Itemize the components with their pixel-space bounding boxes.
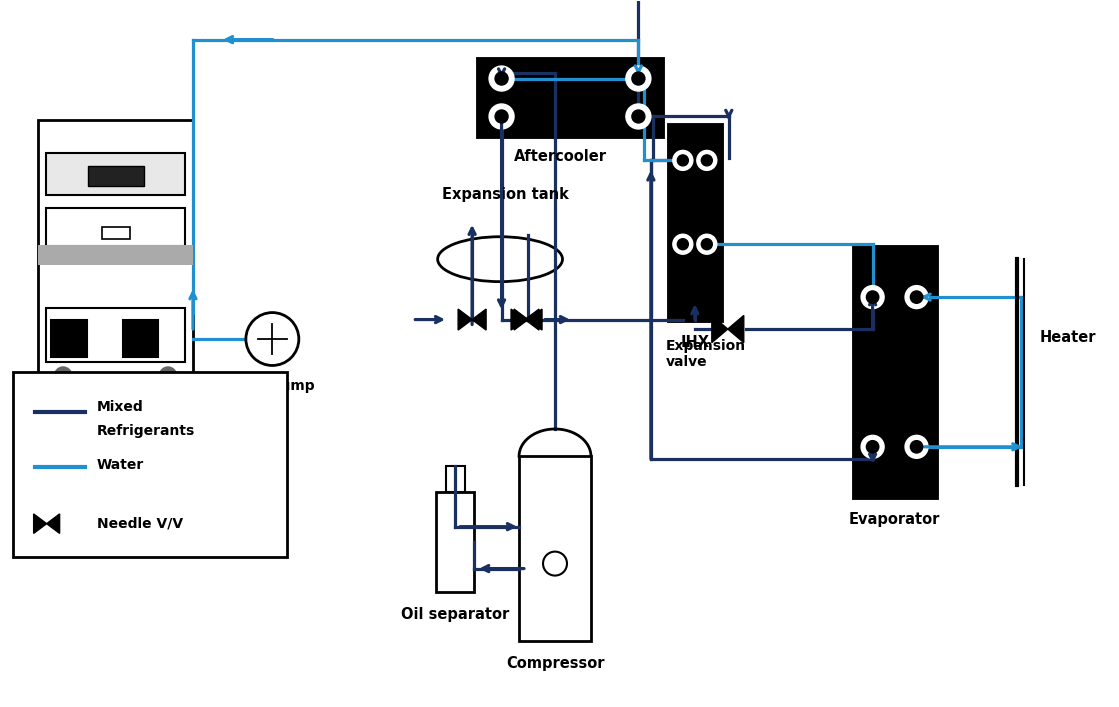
Text: Oil separator: Oil separator	[401, 607, 509, 621]
Circle shape	[697, 151, 717, 170]
Bar	[46, 153, 185, 195]
Bar	[38, 245, 192, 265]
Circle shape	[632, 72, 645, 85]
Circle shape	[160, 367, 177, 384]
Circle shape	[905, 286, 928, 308]
Circle shape	[495, 72, 508, 85]
Circle shape	[862, 436, 884, 458]
Polygon shape	[472, 309, 486, 330]
Circle shape	[677, 155, 688, 166]
Bar	[436, 492, 474, 592]
Circle shape	[543, 551, 567, 575]
Polygon shape	[458, 309, 472, 330]
Circle shape	[905, 436, 928, 458]
Bar	[12, 372, 288, 556]
Text: Compressor: Compressor	[506, 656, 604, 671]
Text: PCW pump: PCW pump	[231, 380, 314, 394]
Polygon shape	[525, 309, 539, 330]
Circle shape	[677, 239, 688, 250]
Circle shape	[911, 440, 923, 453]
Bar	[854, 247, 935, 497]
Text: Expansion tank: Expansion tank	[442, 187, 568, 201]
Polygon shape	[511, 309, 525, 330]
Bar	[519, 456, 591, 641]
Bar	[38, 120, 192, 385]
Text: Needle V/V: Needle V/V	[96, 517, 182, 531]
Polygon shape	[727, 315, 744, 343]
Bar	[445, 466, 464, 492]
Ellipse shape	[438, 237, 563, 281]
Bar	[87, 166, 143, 187]
Bar	[102, 227, 130, 239]
Circle shape	[632, 110, 645, 123]
Circle shape	[246, 312, 299, 366]
Circle shape	[626, 104, 651, 129]
Circle shape	[697, 234, 717, 255]
Polygon shape	[47, 514, 59, 533]
Bar	[669, 125, 721, 320]
Text: Expansion
valve: Expansion valve	[666, 339, 746, 369]
Circle shape	[862, 286, 884, 308]
Polygon shape	[34, 514, 47, 533]
Circle shape	[489, 66, 514, 91]
Bar	[123, 320, 159, 358]
Bar	[51, 320, 87, 358]
Polygon shape	[514, 309, 528, 330]
Bar	[46, 308, 185, 363]
Circle shape	[673, 151, 693, 170]
Circle shape	[911, 291, 923, 303]
Text: Water: Water	[96, 457, 144, 472]
Circle shape	[489, 104, 514, 129]
Polygon shape	[528, 309, 542, 330]
Text: Evaporator: Evaporator	[849, 512, 940, 527]
Bar	[46, 209, 185, 246]
Text: Aftercooler: Aftercooler	[514, 149, 606, 165]
Circle shape	[866, 440, 878, 453]
Circle shape	[55, 367, 72, 384]
Circle shape	[866, 291, 878, 303]
Text: Heater: Heater	[1040, 329, 1096, 344]
Text: Mixed: Mixed	[96, 400, 143, 414]
Text: Refrigerants: Refrigerants	[96, 424, 195, 438]
Text: Isothermal Bath: Isothermal Bath	[53, 402, 179, 416]
Circle shape	[702, 239, 713, 250]
Circle shape	[495, 110, 508, 123]
Circle shape	[626, 66, 651, 91]
Text: IHX: IHX	[680, 334, 709, 349]
Circle shape	[673, 234, 693, 255]
Polygon shape	[712, 315, 727, 343]
Circle shape	[702, 155, 713, 166]
Bar	[478, 59, 662, 136]
